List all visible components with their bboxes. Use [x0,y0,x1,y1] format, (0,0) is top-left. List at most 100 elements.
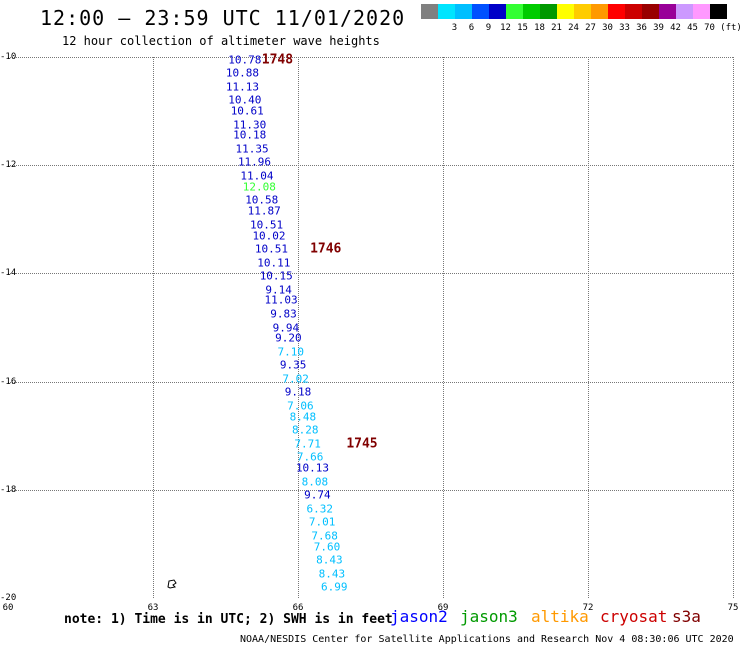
grid-line-lat [8,489,733,491]
wave-height-value: 6.32 [306,502,334,516]
scale-swatch [421,4,438,19]
scale-label: 45 [687,23,698,33]
scale-label: 12 [500,23,511,33]
credit-line: NOAA/NESDIS Center for Satellite Applica… [240,634,734,645]
lon-tick-label: 69 [437,603,449,613]
wave-height-value: 10.18 [233,128,267,142]
scale-label: 15 [517,23,528,33]
scale-swatch [557,4,574,19]
scale-label: 27 [585,23,596,33]
scale-swatch [693,4,710,19]
wave-height-value: 7.06 [287,399,314,413]
lon-tick-label: 60 [2,603,14,613]
track-time-label: 1748 [261,52,294,68]
map-subtitle: 12 hour collection of altimeter wave hei… [62,34,380,48]
legend-item-s3a: s3a [672,607,701,626]
lat-tick-label: -10 [0,52,17,62]
lon-tick-label: 75 [727,603,739,613]
wave-height-value: 10.58 [245,193,279,207]
scale-label: 39 [653,23,664,33]
wave-height-value: 8.08 [301,475,329,489]
track-time-label: 1745 [346,436,378,452]
scale-swatch [676,4,693,19]
scale-swatch [523,4,540,19]
wave-height-value: 10.02 [252,229,286,243]
scale-swatch [659,4,676,19]
legend-item-altika: altika [531,607,589,626]
footnote: note: 1) Time is in UTC; 2) SWH is in fe… [64,612,393,627]
scale-label: 21 [551,23,562,33]
wave-height-value: 8.28 [292,423,319,437]
wave-height-value: 9.18 [284,385,312,399]
wave-height-value: 10.40 [228,93,262,107]
scale-label: 36 [636,23,647,33]
wave-height-value: 11.35 [235,142,269,156]
wave-height-value: 10.78 [228,53,262,67]
wave-height-value: 9.14 [265,283,292,297]
wave-height-value: 10.15 [259,269,293,283]
scale-unit-label: (ft) [720,23,740,33]
wave-height-value: 7.10 [277,345,305,359]
scale-label: 3 [451,23,458,33]
scale-swatch [642,4,659,19]
grid-line-lon [588,57,589,598]
wave-height-value: 10.51 [254,242,288,256]
scale-swatch [506,4,523,19]
grid-line-lon [443,57,444,598]
wave-height-value: 9.35 [279,358,307,372]
legend-item-jason2: jason2 [390,607,448,626]
wave-height-value: 9.20 [275,331,302,345]
lat-tick-label: -12 [0,160,17,171]
grid-line-lon [733,57,734,598]
wave-height-value: 10.11 [257,256,291,270]
wave-height-value: 9.83 [270,307,297,321]
lon-tick-label: 72 [582,603,594,613]
scale-label: 6 [468,23,475,33]
wave-height-value: 6.99 [321,580,348,594]
scale-swatch [455,4,472,19]
scale-swatch [591,4,608,19]
grid-line-lat [8,381,733,383]
wave-height-value: 7.66 [296,450,324,464]
wave-height-value: 11.04 [240,169,274,183]
grid-line-lat [8,57,733,58]
map-title: 12:00 — 23:59 UTC 11/01/2020 [40,6,406,30]
grid-line-lat [8,273,733,275]
wave-height-value: 11.87 [247,204,281,218]
wave-height-value: 11.13 [225,80,259,94]
scale-swatch [574,4,591,19]
scale-label: 70 [704,23,715,33]
lat-tick-label: -14 [0,268,17,279]
island-outline-icon [167,579,177,589]
wave-height-value: 9.94 [272,321,300,334]
wave-height-value: 7.68 [311,529,338,543]
lat-tick-label: -20 [0,593,17,603]
lat-tick-label: -16 [0,376,17,387]
grid-line-lon [153,57,154,598]
track-time-label: 1746 [310,241,342,257]
wave-height-value: 7.02 [282,372,309,386]
scale-swatch [489,4,506,19]
wave-height-value: 7.60 [313,540,341,554]
wave-height-value: 10.88 [225,66,259,80]
scale-label: 9 [485,23,492,33]
wave-height-value: 7.01 [308,515,336,529]
scale-label: 24 [568,23,579,33]
grid-line-lon [298,57,299,598]
lat-tick-label: -18 [0,484,17,495]
grid-line-lat [8,165,733,167]
scale-label: 30 [602,23,613,33]
legend-item-jason3: jason3 [460,607,518,626]
scale-label: 42 [670,23,681,33]
scale-swatch [608,4,625,19]
wave-height-value: 9.74 [304,488,331,502]
wave-height-value: 8.43 [318,567,346,581]
map-plot-area [8,57,734,598]
wave-height-value: 10.61 [230,104,264,118]
wave-height-value: 8.48 [289,410,317,424]
wave-height-value: 11.96 [237,155,272,169]
wave-height-value: 10.51 [250,218,284,232]
wave-height-value: 12.08 [242,180,276,194]
lon-tick-label: 66 [292,603,304,613]
scale-swatch [540,4,557,19]
